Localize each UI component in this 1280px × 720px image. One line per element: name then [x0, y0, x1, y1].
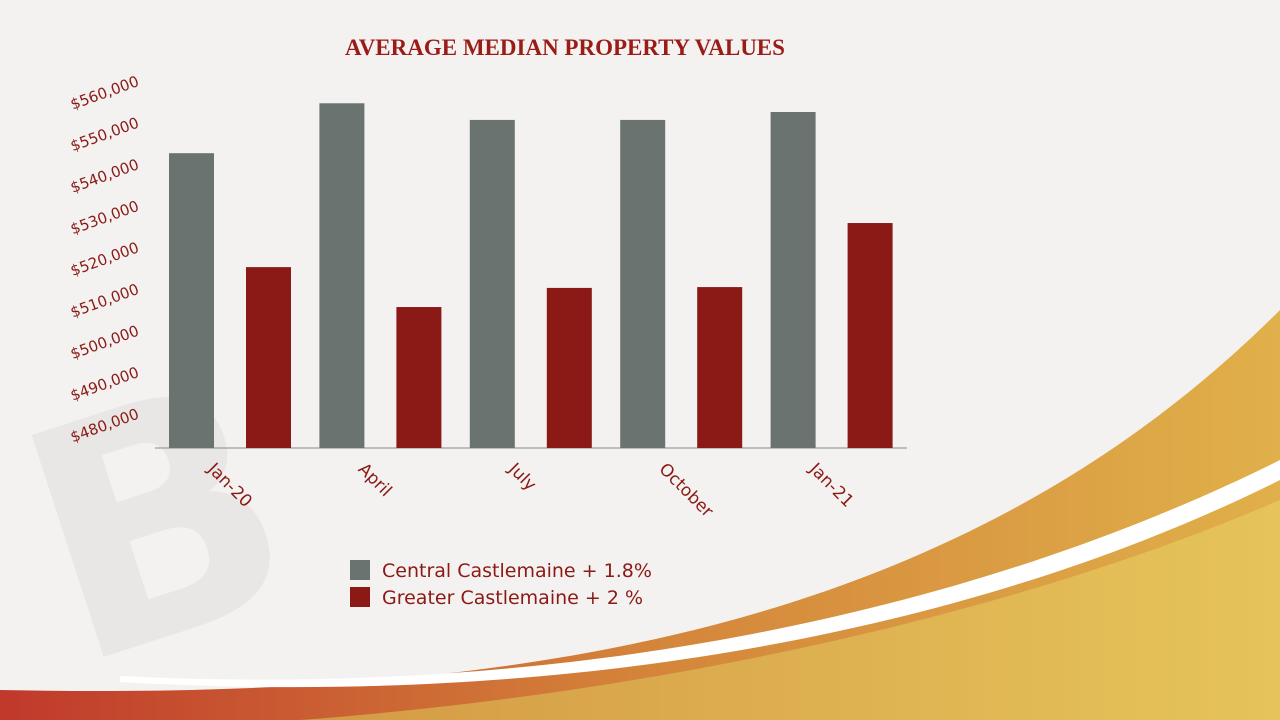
- bar: [246, 267, 291, 448]
- chart-title: AVERAGE MEDIAN PROPERTY VALUES: [345, 35, 785, 60]
- swoosh-line: [120, 460, 1280, 688]
- legend-swatch: [350, 560, 370, 580]
- bar: [169, 153, 214, 448]
- bar: [697, 287, 743, 448]
- bar: [847, 223, 893, 448]
- bar: [469, 119, 515, 449]
- bar: [396, 307, 442, 448]
- legend-label: Central Castlemaine + 1.8%: [382, 560, 652, 582]
- swoosh: [300, 500, 1280, 720]
- bar: [546, 287, 592, 448]
- bar: [770, 112, 816, 449]
- legend-swatch: [350, 587, 370, 607]
- bar: [620, 119, 666, 449]
- legend-label: Greater Castlemaine + 2 %: [382, 587, 643, 609]
- bar: [319, 103, 365, 448]
